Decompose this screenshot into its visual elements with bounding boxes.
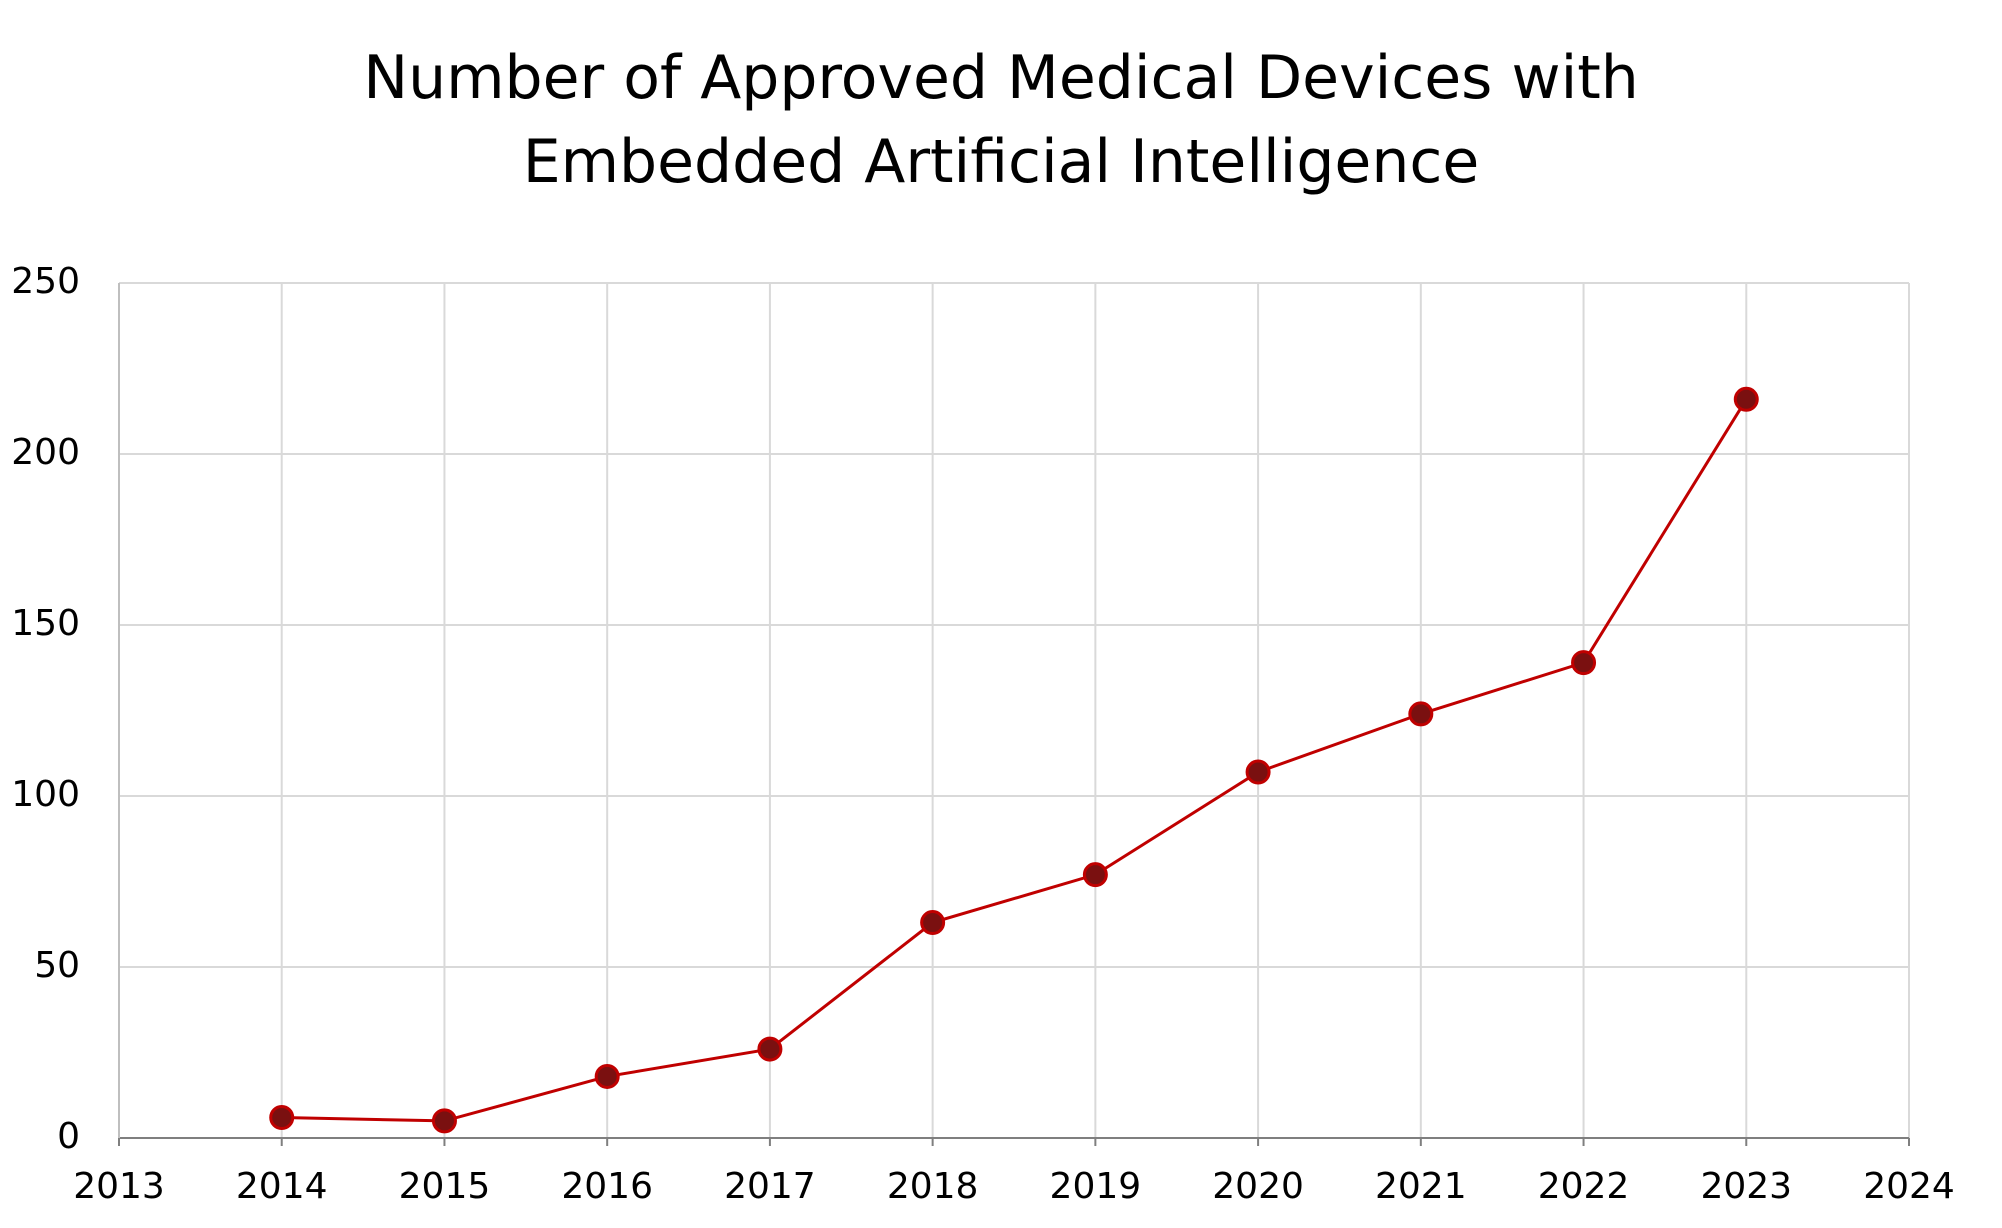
data-point (594, 1063, 620, 1089)
y-tick-label: 100 (11, 774, 80, 815)
data-point (1571, 650, 1597, 676)
data-point (1733, 386, 1759, 412)
y-tick-label: 0 (57, 1116, 80, 1157)
x-tick-label: 2013 (73, 1166, 165, 1207)
y-tick-label: 50 (34, 945, 80, 986)
chart-title: Number of Approved Medical Devices with … (363, 43, 1639, 197)
data-point (757, 1036, 783, 1062)
y-tick-label: 150 (11, 603, 80, 644)
x-tick-label: 2022 (1538, 1166, 1630, 1207)
data-point (1245, 759, 1271, 785)
x-tick-label: 2018 (887, 1166, 979, 1207)
x-tick-label: 2015 (399, 1166, 491, 1207)
data-point (1408, 701, 1434, 727)
data-line (281, 398, 1748, 1123)
x-tick-label: 2024 (1863, 1166, 1955, 1207)
data-point (269, 1104, 295, 1130)
x-tick-label: 2021 (1375, 1166, 1467, 1207)
x-tick-label: 2017 (724, 1166, 816, 1207)
y-tick-label: 200 (11, 432, 80, 473)
x-tick-label: 2016 (561, 1166, 653, 1207)
x-tick-label: 2020 (1212, 1166, 1304, 1207)
x-tick-label: 2019 (1050, 1166, 1142, 1207)
x-tick-label: 2023 (1700, 1166, 1792, 1207)
data-point (1082, 862, 1108, 888)
data-point (431, 1108, 457, 1134)
x-tick-label: 2014 (236, 1166, 328, 1207)
data-point (920, 910, 946, 936)
y-tick-label: 250 (11, 261, 80, 302)
